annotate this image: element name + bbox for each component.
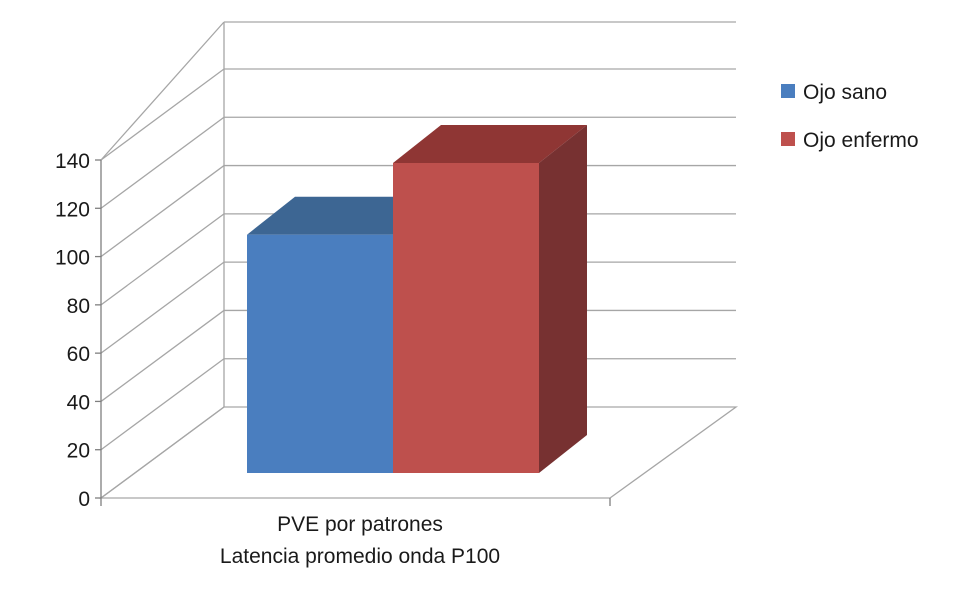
legend: Ojo sano Ojo enfermo: [781, 81, 919, 152]
y-tick-label: 140: [55, 150, 90, 173]
side-gridline: [100, 213, 225, 306]
bar-top-face: [393, 125, 587, 163]
category-label-line-2: Latencia promedio onda P100: [220, 545, 500, 568]
y-tick-label: 0: [78, 488, 90, 511]
side-gridline: [100, 21, 225, 161]
bar-front-face: [393, 163, 539, 473]
y-tick-label: 120: [55, 198, 90, 221]
side-gridline: [100, 68, 225, 161]
side-gridline: [100, 165, 225, 258]
side-gridline: [100, 358, 225, 451]
y-tick-label: 80: [67, 295, 90, 318]
y-axis: 0 20 40 60 80 100 120 140: [55, 150, 102, 511]
side-wall-gridlines: [100, 21, 225, 499]
y-tick-label: 100: [55, 247, 90, 270]
y-tick-label: 60: [67, 343, 90, 366]
category-label-line-1: PVE por patrones: [277, 513, 443, 536]
x-axis: PVE por patrones Latencia promedio onda …: [220, 513, 500, 568]
bar-top-face: [247, 196, 441, 235]
bar-ojo-enfermo: [393, 125, 587, 473]
side-gridline: [100, 116, 225, 209]
floor: [99, 406, 739, 506]
legend-swatch-ojo-sano: [781, 84, 795, 98]
y-tick-label: 40: [67, 391, 90, 414]
y-tick-label: 20: [67, 440, 90, 463]
bar-front-face: [247, 234, 393, 473]
legend-label-ojo-sano: Ojo sano: [803, 81, 887, 104]
legend-label-ojo-enfermo: Ojo enfermo: [803, 129, 919, 152]
floor-outline: [99, 406, 739, 499]
bars: [247, 125, 587, 473]
legend-swatch-ojo-enfermo: [781, 132, 795, 146]
bar-side-face: [539, 125, 587, 473]
side-gridline: [100, 309, 225, 402]
side-gridline: [100, 261, 225, 354]
